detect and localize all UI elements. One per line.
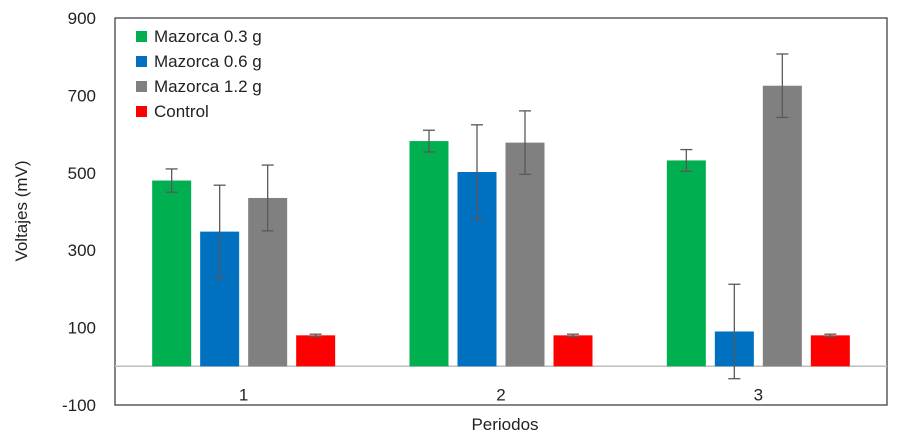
bar bbox=[152, 181, 191, 367]
legend-swatch bbox=[136, 56, 147, 67]
x-axis-title: Periodos bbox=[471, 415, 538, 434]
legend-label: Control bbox=[154, 102, 209, 121]
y-tick-label: 500 bbox=[68, 164, 96, 183]
bar bbox=[410, 141, 449, 366]
x-tick-label: 3 bbox=[754, 385, 763, 404]
legend-swatch bbox=[136, 31, 147, 42]
legend-label: Mazorca 0.3 g bbox=[154, 27, 262, 46]
y-tick-label: 700 bbox=[68, 86, 96, 105]
x-tick-label: 2 bbox=[496, 385, 505, 404]
y-tick-label: -100 bbox=[62, 396, 96, 415]
legend-swatch bbox=[136, 106, 147, 117]
bar bbox=[554, 335, 593, 366]
bar bbox=[811, 335, 850, 366]
legend-swatch bbox=[136, 81, 147, 92]
y-tick-label: 300 bbox=[68, 241, 96, 260]
bar bbox=[667, 160, 706, 366]
legend: Mazorca 0.3 g Mazorca 0.6 g Mazorca 1.2 g C… bbox=[136, 27, 262, 121]
x-tick-labels: 1 2 3 bbox=[239, 385, 763, 404]
y-tick-label: 900 bbox=[68, 9, 96, 28]
x-tick-label: 1 bbox=[239, 385, 248, 404]
legend-label: Mazorca 0.6 g bbox=[154, 52, 262, 71]
y-tick-labels: -100 100 300 500 700 900 bbox=[62, 9, 96, 415]
bars-group bbox=[152, 86, 850, 367]
bar bbox=[296, 335, 335, 366]
legend-label: Mazorca 1.2 g bbox=[154, 77, 262, 96]
bar bbox=[763, 86, 802, 367]
bar bbox=[506, 143, 545, 367]
y-tick-label: 100 bbox=[68, 319, 96, 338]
y-axis-title: Voltajes (mV) bbox=[12, 160, 31, 261]
